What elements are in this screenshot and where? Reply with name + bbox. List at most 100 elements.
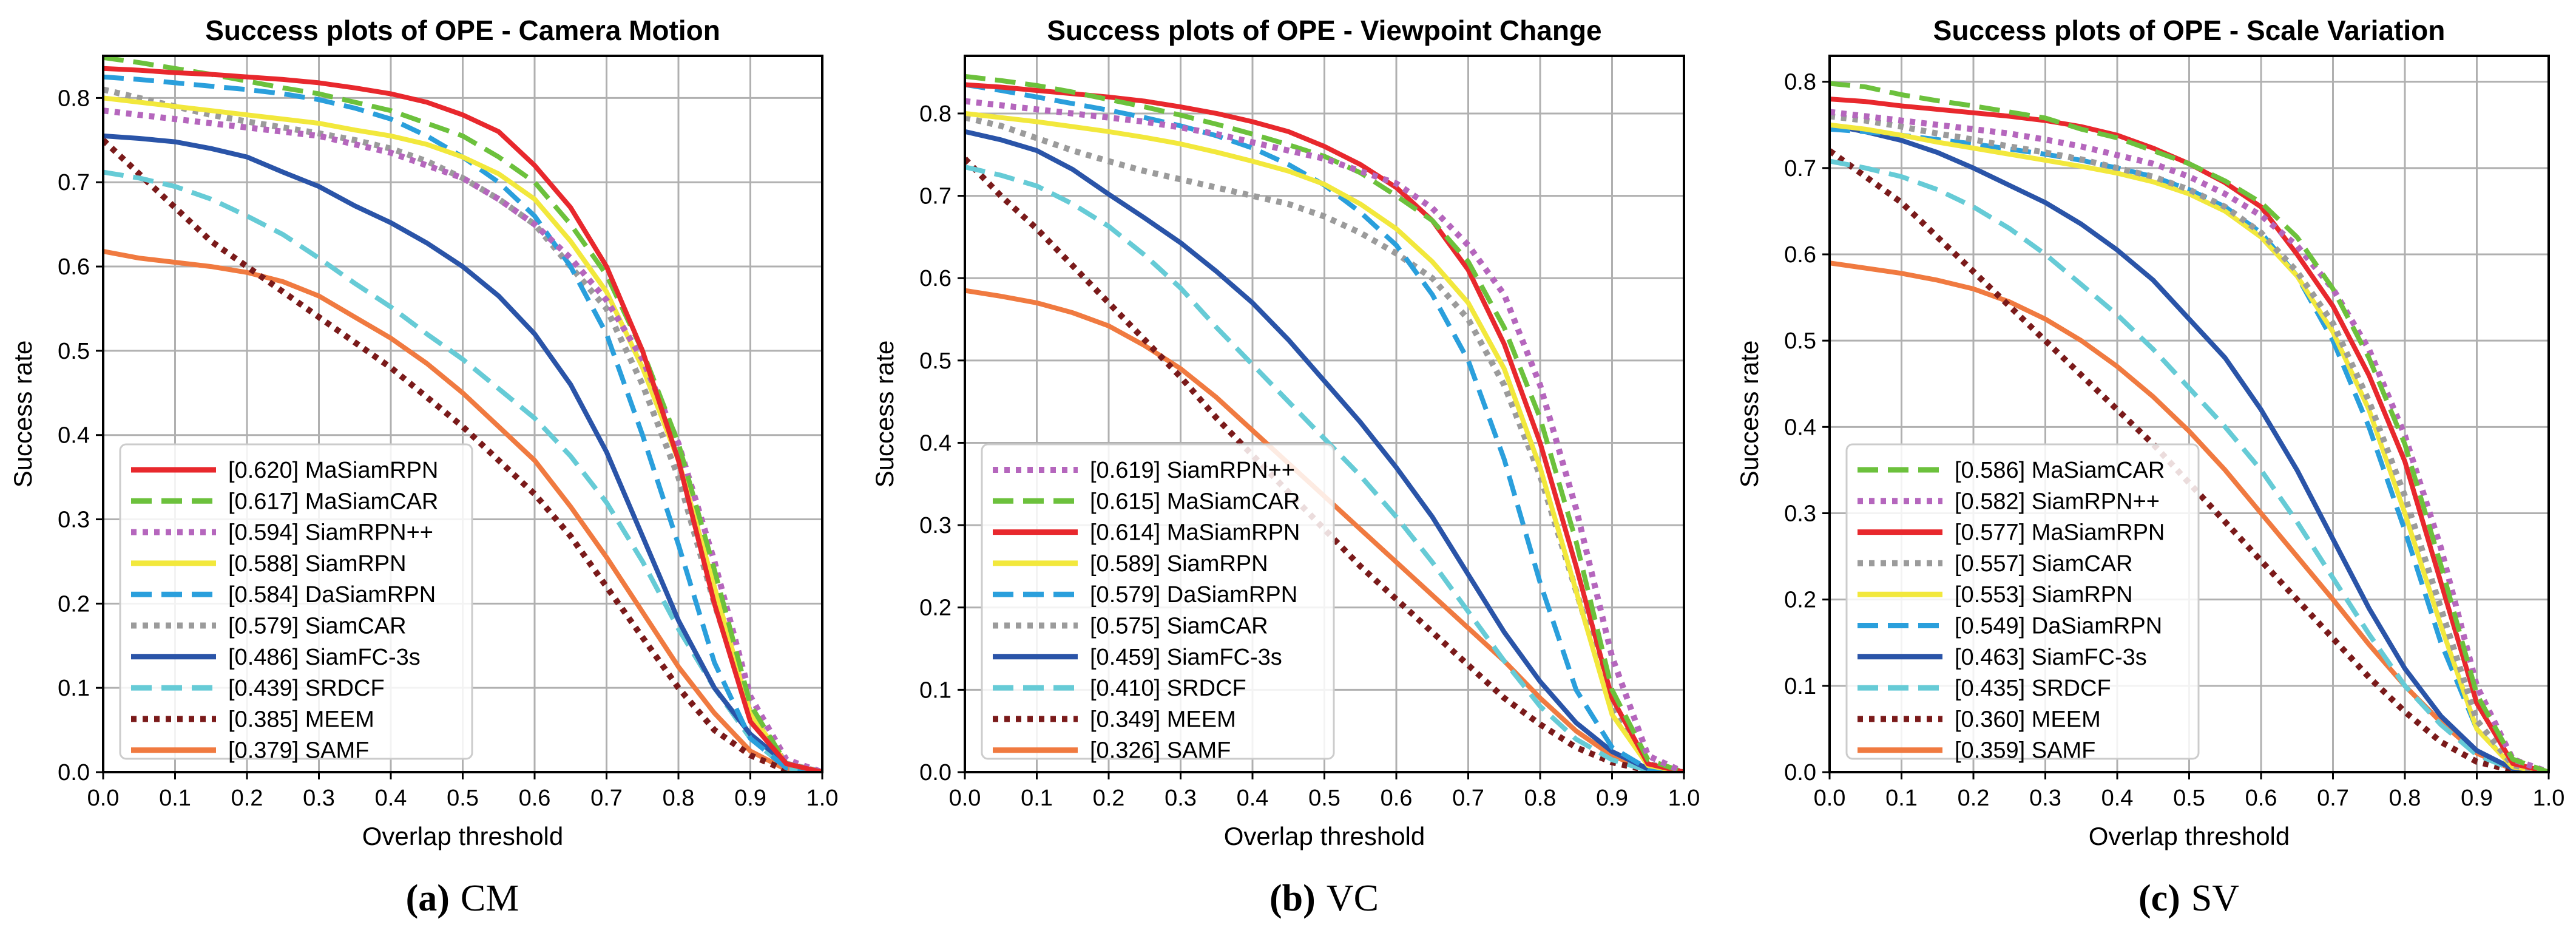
y-tick-label: 0.4 xyxy=(1784,415,1816,440)
legend-label-siamcar: [0.557] SiamCAR xyxy=(1955,551,2133,577)
y-axis-label: Success rate xyxy=(1735,341,1763,488)
x-tick-label: 0.3 xyxy=(1165,785,1197,811)
y-tick-label: 0.5 xyxy=(1784,328,1816,354)
x-axis-label: Overlap threshold xyxy=(2089,822,2290,850)
legend-label-siamrpnplusplus: [0.594] SiamRPN++ xyxy=(228,520,433,546)
panel-caption-letter: (b) xyxy=(1269,878,1316,919)
x-tick-label: 0.5 xyxy=(447,785,479,811)
chart-panel-3: 0.0 0.1 0.2 0.3 0.4 0.5 0.6 0.7 0.8 0.9 1.0 0.0 0.1 0… xyxy=(1735,15,2564,919)
panel-caption-letter: (a) xyxy=(406,878,450,919)
series-line-siamrpnplusplus xyxy=(965,98,1684,772)
legend-label-masiamrpn: [0.614] MaSiamRPN xyxy=(1090,520,1300,546)
legend-label-dasiamrpn: [0.584] DaSiamRPN xyxy=(228,582,436,608)
x-tick-label: 0.7 xyxy=(2317,785,2349,811)
y-tick-label: 0.0 xyxy=(919,760,952,785)
x-tick-label: 0.4 xyxy=(2101,785,2134,811)
axes-frame xyxy=(964,55,1685,773)
x-tick-label: 0.5 xyxy=(2173,785,2205,811)
series-line-masiamcar xyxy=(1830,81,2549,772)
x-tick-label: 0.4 xyxy=(375,785,407,811)
y-tick-label: 0.2 xyxy=(919,595,952,621)
legend-label-dasiamrpn: [0.549] DaSiamRPN xyxy=(1955,614,2162,639)
x-tick-label: 0.1 xyxy=(1021,785,1053,811)
x-tick-label: 0.9 xyxy=(734,785,766,811)
axes-frame xyxy=(1828,55,2550,773)
y-tick-label: 0.6 xyxy=(58,254,90,280)
series-line-siamrpnplusplus xyxy=(1830,109,2549,772)
y-tick-label: 0.1 xyxy=(58,676,90,701)
series-line-meem xyxy=(1830,148,2549,772)
y-tick-label: 0.2 xyxy=(1784,588,1816,613)
chart-panel-1: 0.0 0.1 0.2 0.3 0.4 0.5 0.6 0.7 0.8 0.9 1.0 0.0 0.1 0… xyxy=(8,15,838,919)
y-tick-label: 0.3 xyxy=(919,513,952,538)
series-line-siamcar xyxy=(103,86,822,772)
series-line-siamfc-3s xyxy=(1830,122,2549,772)
y-tick-label: 0.3 xyxy=(58,507,90,533)
legend-label-dasiamrpn: [0.579] DaSiamRPN xyxy=(1090,582,1297,608)
legend-label-meem: [0.349] MEEM xyxy=(1090,707,1236,732)
x-tick-label: 0.8 xyxy=(2389,785,2421,811)
y-tick-label: 0.1 xyxy=(1784,674,1816,699)
x-tick-label: 1.0 xyxy=(1668,785,1700,811)
y-tick-label: 0.5 xyxy=(58,339,90,364)
series-line-siamcar xyxy=(965,114,1684,772)
x-tick-label: 0.6 xyxy=(519,785,551,811)
y-tick-label: 0.0 xyxy=(1784,760,1816,785)
series-line-srdcf xyxy=(965,165,1684,772)
x-tick-label: 0.2 xyxy=(1093,785,1125,811)
x-tick-label: 0.9 xyxy=(2461,785,2493,811)
series-line-siamrpn xyxy=(1830,122,2549,772)
legend-label-siamcar: [0.579] SiamCAR xyxy=(228,614,407,639)
series-line-samf xyxy=(103,249,822,772)
x-tick-label: 0.2 xyxy=(1958,785,1990,811)
panel-caption-text: VC xyxy=(1327,878,1379,919)
legend: [0.586] MaSiamCAR [0.582] SiamRPN++ [0.577… xyxy=(1845,443,2200,764)
legend: [0.619] SiamRPN++ [0.615] MaSiamCAR [0.614… xyxy=(981,443,1335,764)
axes-frame xyxy=(102,55,823,773)
y-tick-label: 0.8 xyxy=(58,86,90,111)
chart-title: Success plots of OPE - Camera Motion xyxy=(205,15,720,46)
y-tick-label: 0.5 xyxy=(919,348,952,374)
legend-label-siamrpnplusplus: [0.619] SiamRPN++ xyxy=(1090,458,1295,483)
legend-label-siamrpnplusplus: [0.582] SiamRPN++ xyxy=(1955,489,2160,514)
y-axis-label: Success rate xyxy=(8,341,37,488)
x-tick-label: 0.0 xyxy=(949,785,981,811)
legend-label-siamfc-3s: [0.463] SiamFC-3s xyxy=(1955,645,2147,670)
legend-label-masiamcar: [0.615] MaSiamCAR xyxy=(1090,489,1300,514)
legend-label-siamrpn: [0.589] SiamRPN xyxy=(1090,551,1268,577)
x-tick-label: 0.8 xyxy=(663,785,695,811)
legend-label-masiamrpn: [0.577] MaSiamRPN xyxy=(1955,520,2165,546)
legend-label-meem: [0.360] MEEM xyxy=(1955,707,2101,732)
series-line-masiamrpn xyxy=(965,82,1684,772)
x-axis-label: Overlap threshold xyxy=(362,822,564,850)
legend-label-samf: [0.326] SAMF xyxy=(1090,738,1231,764)
legend-box xyxy=(119,443,473,760)
y-axis-label: Success rate xyxy=(870,341,899,488)
y-tick-label: 0.7 xyxy=(1784,156,1816,182)
x-tick-label: 0.1 xyxy=(1885,785,1918,811)
series-line-siamcar xyxy=(1830,113,2549,772)
x-axis-label: Overlap threshold xyxy=(1224,822,1425,850)
x-tick-label: 0.8 xyxy=(1524,785,1557,811)
x-tick-label: 0.2 xyxy=(231,785,263,811)
legend-label-siamfc-3s: [0.459] SiamFC-3s xyxy=(1090,645,1282,670)
legend-label-siamcar: [0.575] SiamCAR xyxy=(1090,614,1268,639)
legend-label-siamfc-3s: [0.486] SiamFC-3s xyxy=(228,645,421,670)
y-tick-label: 0.3 xyxy=(1784,501,1816,526)
series-line-siamfc-3s xyxy=(965,129,1684,772)
x-tick-label: 0.5 xyxy=(1308,785,1340,811)
y-tick-label: 0.6 xyxy=(919,266,952,291)
series-line-siamrpn xyxy=(965,110,1684,772)
chart-title: Success plots of OPE - Scale Variation xyxy=(1933,15,2446,46)
x-tick-label: 0.6 xyxy=(2245,785,2277,811)
y-tick-label: 0.4 xyxy=(58,423,90,449)
legend-label-masiamcar: [0.586] MaSiamCAR xyxy=(1955,458,2165,483)
x-tick-label: 0.7 xyxy=(590,785,623,811)
legend-label-meem: [0.385] MEEM xyxy=(228,707,374,732)
y-tick-label: 0.7 xyxy=(919,184,952,209)
legend-label-samf: [0.359] SAMF xyxy=(1955,738,2095,764)
legend-label-samf: [0.379] SAMF xyxy=(228,738,369,764)
series-line-dasiamrpn xyxy=(1830,126,2549,772)
legend-label-siamrpn: [0.588] SiamRPN xyxy=(228,551,407,577)
